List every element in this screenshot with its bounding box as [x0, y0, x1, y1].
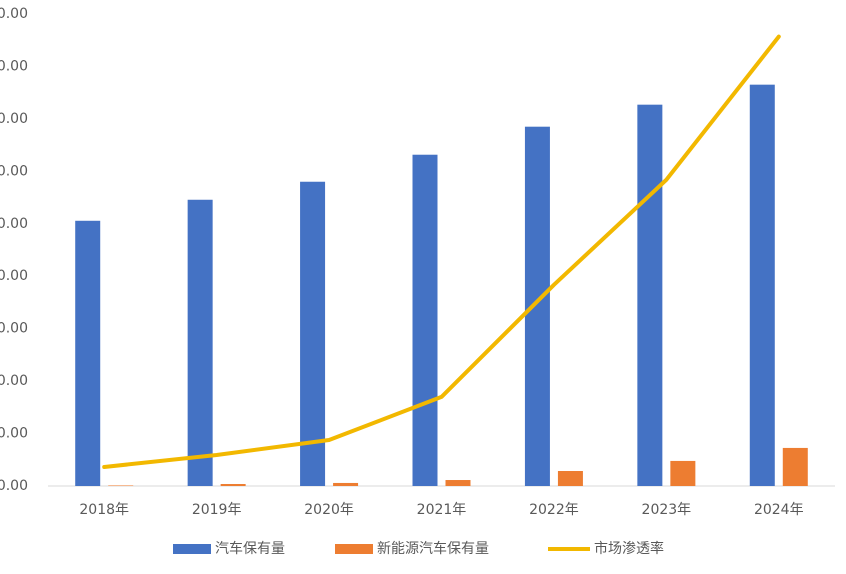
x-tick-label: 2024年 [754, 502, 804, 518]
bar [637, 104, 663, 486]
bar [412, 154, 438, 486]
legend-label: 汽车保有量 [215, 540, 285, 557]
y-tick-label: 35000.00 [0, 111, 28, 127]
bar [524, 126, 550, 486]
bar [782, 447, 808, 486]
bar [75, 220, 101, 486]
y-tick-label: 20000.00 [0, 268, 28, 284]
bar [670, 460, 696, 486]
y-tick-label: 45000.00 [0, 6, 28, 22]
y-tick-label: 25000.00 [0, 216, 28, 232]
bar [557, 471, 583, 486]
x-tick-label: 2020年 [304, 502, 354, 518]
bar [300, 181, 326, 486]
bar [333, 482, 359, 486]
bar [749, 84, 775, 487]
y-tick-label: 40000.00 [0, 58, 28, 74]
x-tick-label: 2018年 [79, 502, 129, 518]
line [102, 34, 781, 469]
bar [187, 199, 213, 486]
legend-swatch [173, 544, 211, 554]
x-tick-label: 2019年 [192, 502, 242, 518]
x-tick-label: 2021年 [417, 502, 467, 518]
bar [108, 485, 134, 486]
legend-label: 市场渗透率 [594, 540, 664, 557]
x-tick-label: 2023年 [642, 502, 692, 518]
y-tick-label: 30000.00 [0, 163, 28, 179]
y-tick-label: 15000.00 [0, 321, 28, 337]
bar [220, 484, 246, 486]
legend-swatch [335, 544, 373, 554]
legend-label: 新能源汽车保有量 [377, 540, 489, 557]
bar [445, 480, 471, 486]
y-tick-label: 5000.00 [0, 426, 28, 442]
y-tick-label: 10000.00 [0, 373, 28, 389]
x-tick-label: 2022年 [529, 502, 579, 518]
y-tick-label: 0.00 [0, 478, 28, 494]
